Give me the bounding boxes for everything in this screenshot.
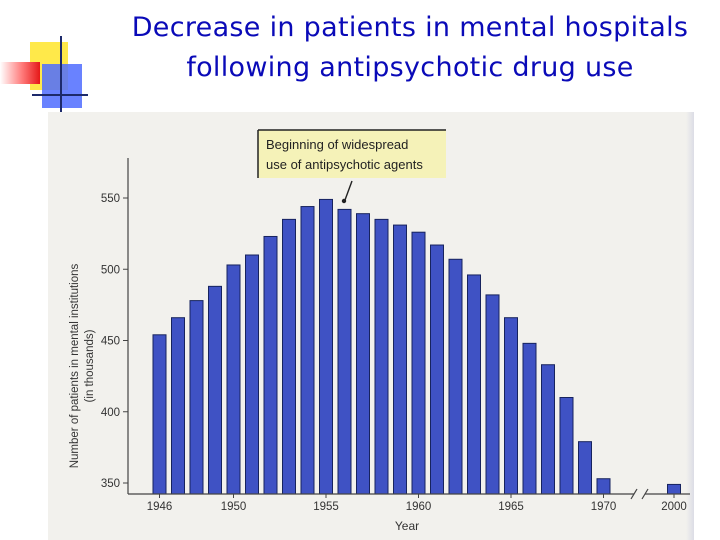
bar-1964 — [485, 294, 500, 495]
bar-1970 — [596, 478, 611, 495]
bars-group — [152, 198, 681, 495]
bar-1948 — [189, 300, 204, 495]
bar-1951 — [245, 254, 259, 495]
bar-1961 — [430, 244, 444, 495]
x-tick-label: 1955 — [313, 501, 339, 513]
annotation-pointer — [344, 180, 353, 201]
bar-1966 — [522, 342, 537, 495]
chart-panel-edge — [686, 112, 694, 540]
bar-1947 — [171, 317, 185, 495]
x-tick-label: 1950 — [221, 501, 247, 513]
annotation-line-1: Beginning of widespread — [266, 137, 408, 152]
bar-1965 — [504, 317, 518, 495]
annotation-box — [258, 130, 446, 178]
decor-blue-square — [42, 64, 82, 108]
x-axis-label: Year — [395, 519, 419, 533]
x-tick-label: 2000 — [661, 501, 687, 513]
x-tick-label: 1946 — [147, 501, 173, 513]
y-tick-label: 400 — [101, 407, 120, 419]
bar-1968 — [559, 397, 574, 495]
bar-1952 — [263, 235, 278, 495]
bar-1967 — [541, 364, 555, 495]
annotation-callout: Beginning of widespread use of antipsych… — [257, 129, 446, 204]
slide-title-line-2: following antipsychotic drug use — [186, 52, 634, 83]
decor-vertical-line — [60, 36, 62, 112]
bar-1957 — [356, 213, 370, 495]
bar-1953 — [282, 218, 296, 495]
y-tick-label: 350 — [101, 478, 120, 490]
y-tick-label: 500 — [101, 264, 120, 276]
annotation-line-2: use of antipsychotic agents — [266, 157, 423, 172]
slide-title-line-1: Decrease in patients in mental hospitals — [131, 12, 689, 43]
bar-2000 — [667, 483, 681, 495]
bar-1963 — [467, 274, 481, 495]
y-tick-label: 450 — [101, 336, 120, 348]
bar-1959 — [393, 224, 407, 495]
bar-1969 — [578, 441, 592, 495]
decor-red-bar — [0, 62, 40, 84]
x-tick-label: 1960 — [406, 501, 432, 513]
bar-1962 — [448, 258, 463, 495]
x-tick-label: 1970 — [591, 501, 617, 513]
bar-1955 — [319, 198, 333, 495]
axis-break-mark — [641, 488, 649, 500]
annotation-pointer-dot — [341, 198, 347, 204]
y-axis-label-units: (in thousands) — [84, 329, 96, 402]
bar-1954 — [300, 206, 315, 495]
axis-group: 350 400 450 500 550 1946 1950 1955 1960 1965 1970 2… — [101, 158, 690, 513]
bar-1958 — [374, 218, 389, 495]
x-tick-label: 1965 — [498, 501, 524, 513]
bar-1960 — [411, 231, 426, 495]
y-tick-label: 550 — [101, 193, 120, 205]
bar-1956 — [337, 208, 352, 495]
axis-break-mark — [630, 488, 638, 500]
y-axis-label: Number of patients in mental institution… — [69, 263, 81, 468]
bar-1946 — [152, 334, 167, 495]
bar-1949 — [208, 285, 222, 495]
decor-horizontal-line — [32, 94, 88, 96]
bar-1950 — [226, 264, 241, 495]
